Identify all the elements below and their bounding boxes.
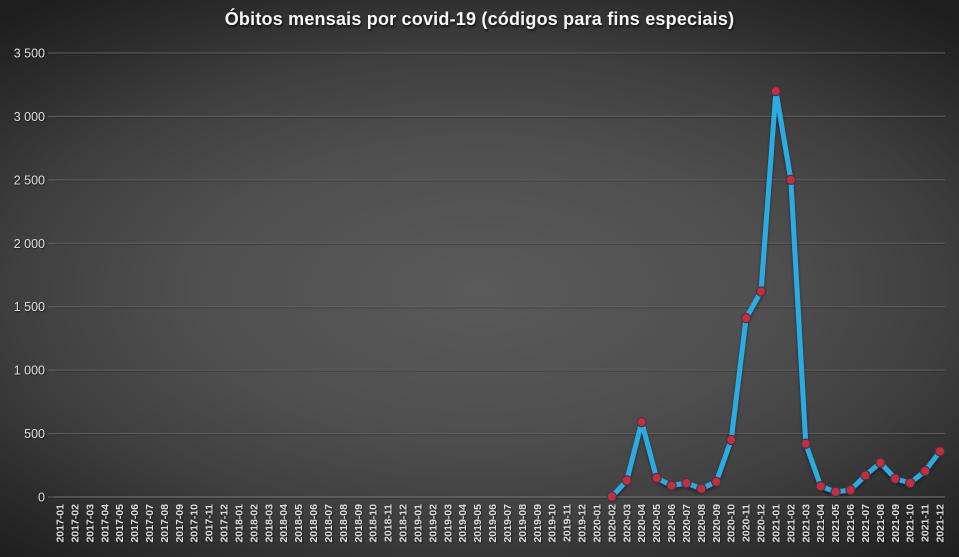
data-point-marker [651, 472, 662, 484]
gridlines [48, 52, 945, 499]
data-point-marker [681, 477, 692, 489]
y-axis-tick-label: 3 500 [14, 47, 45, 61]
x-axis-label: 2017-11 [204, 504, 216, 542]
data-point-marker [845, 484, 856, 496]
x-axis-label: 2018-08 [338, 504, 350, 543]
x-axis-label: 2021-01 [770, 504, 782, 543]
x-axis-labels: 2017-01 2017-02 2017-03 2017-04 2017-05 2017-… [55, 504, 947, 543]
x-axis-label: 2017-12 [219, 504, 231, 543]
x-axis-label: 2017-06 [129, 504, 141, 543]
x-axis-label: 2021-04 [815, 504, 827, 543]
data-point-marker [606, 491, 618, 502]
data-point-marker [711, 476, 722, 487]
data-point-marker [621, 475, 632, 486]
x-axis-label: 2017-10 [189, 504, 201, 543]
data-point-marker [830, 486, 841, 498]
data-point-marker [904, 477, 916, 489]
chart-title: Óbitos mensais por covid-19 (códigos par… [224, 9, 735, 29]
x-axis-label: 2018-01 [233, 504, 245, 543]
data-point-marker [666, 480, 677, 491]
x-axis-label: 2019-01 [412, 504, 424, 543]
x-axis-label: 2021-11 [920, 504, 932, 542]
x-axis-label: 2019-04 [457, 504, 469, 543]
x-axis-label: 2019-11 [562, 504, 574, 542]
data-point-marker [860, 470, 871, 481]
x-axis-label: 2017-07 [144, 504, 156, 543]
data-point-marker [815, 481, 826, 492]
x-axis-label: 2017-01 [55, 504, 67, 543]
x-axis-label: 2021-07 [860, 504, 872, 543]
x-axis-label: 2019-09 [532, 504, 544, 543]
x-axis-label: 2019-05 [472, 504, 484, 543]
data-point-marker [740, 312, 752, 324]
data-point-marker [785, 174, 797, 186]
data-point-marker [890, 473, 901, 484]
x-axis-label: 2018-06 [308, 504, 320, 543]
x-axis-label: 2020-02 [606, 504, 618, 543]
x-axis-label: 2018-12 [398, 504, 410, 543]
x-axis-label: 2019-03 [442, 504, 454, 543]
x-axis-label: 2021-10 [905, 504, 917, 543]
x-axis-label: 2020-06 [666, 504, 678, 543]
data-point-marker [875, 457, 886, 468]
data-point-marker [725, 434, 737, 446]
x-axis-label: 2018-03 [263, 504, 275, 543]
x-axis-label: 2017-05 [114, 504, 126, 543]
x-axis-label: 2020-03 [621, 504, 633, 543]
x-axis-label: 2020-10 [726, 504, 738, 543]
x-axis-label: 2017-04 [99, 504, 111, 543]
data-point-marker [755, 286, 767, 297]
x-axis-label: 2019-08 [517, 504, 529, 543]
x-axis-label: 2021-05 [830, 504, 842, 543]
y-axis-tick-labels: 0 500 1 000 1 500 2 000 2 500 3 000 3 500 [14, 47, 45, 505]
x-axis-label: 2017-03 [84, 504, 96, 543]
y-axis-tick-label: 0 [38, 491, 45, 505]
data-point-marker [919, 465, 931, 477]
x-axis-label: 2018-05 [293, 504, 305, 543]
x-axis-label: 2020-09 [711, 504, 723, 543]
x-axis-label: 2020-07 [681, 504, 693, 543]
data-point-marker [696, 483, 707, 494]
data-point-marker [934, 446, 946, 457]
y-axis-tick-label: 2 500 [14, 173, 45, 187]
x-axis-label: 2018-09 [353, 504, 365, 543]
x-axis-label: 2018-04 [278, 504, 290, 543]
x-axis-label: 2017-02 [69, 504, 81, 543]
data-point-marker [636, 416, 647, 428]
x-axis-label: 2021-06 [845, 504, 857, 543]
x-axis-label: 2019-07 [502, 504, 514, 543]
x-axis-label: 2021-09 [890, 504, 902, 543]
x-axis-label: 2020-01 [591, 504, 603, 543]
x-axis-label: 2020-12 [756, 504, 768, 543]
x-axis-label: 2019-02 [427, 504, 439, 543]
x-axis-label: 2019-12 [577, 504, 589, 543]
x-axis-label: 2020-08 [696, 504, 708, 543]
x-axis-label: 2020-11 [741, 504, 753, 542]
data-point-marker [800, 438, 811, 449]
y-axis-tick-label: 1 000 [14, 364, 45, 378]
x-axis-label: 2018-02 [248, 504, 260, 543]
x-axis-label: 2018-11 [383, 504, 395, 542]
x-axis-label: 2020-05 [651, 504, 663, 543]
x-axis-label: 2017-09 [174, 504, 186, 543]
data-point-markers [606, 85, 946, 502]
x-axis-label: 2021-12 [935, 504, 947, 543]
x-axis-label: 2019-10 [547, 504, 559, 543]
y-axis-tick-label: 500 [24, 427, 45, 441]
x-axis-label: 2019-06 [487, 504, 499, 543]
y-axis-tick-label: 1 500 [14, 300, 45, 314]
x-axis-label: 2021-03 [800, 504, 812, 543]
x-axis-label: 2018-07 [323, 504, 335, 543]
x-axis-label: 2021-02 [785, 504, 797, 543]
y-axis-tick-label: 3 000 [14, 110, 45, 124]
x-axis-label: 2021-08 [875, 504, 887, 543]
data-point-marker [770, 85, 782, 97]
x-axis-label: 2020-04 [636, 504, 648, 543]
x-axis-label: 2017-08 [159, 504, 171, 543]
series-line [609, 88, 943, 500]
y-axis-tick-label: 2 000 [14, 237, 45, 251]
x-axis-label: 2018-10 [368, 504, 380, 543]
